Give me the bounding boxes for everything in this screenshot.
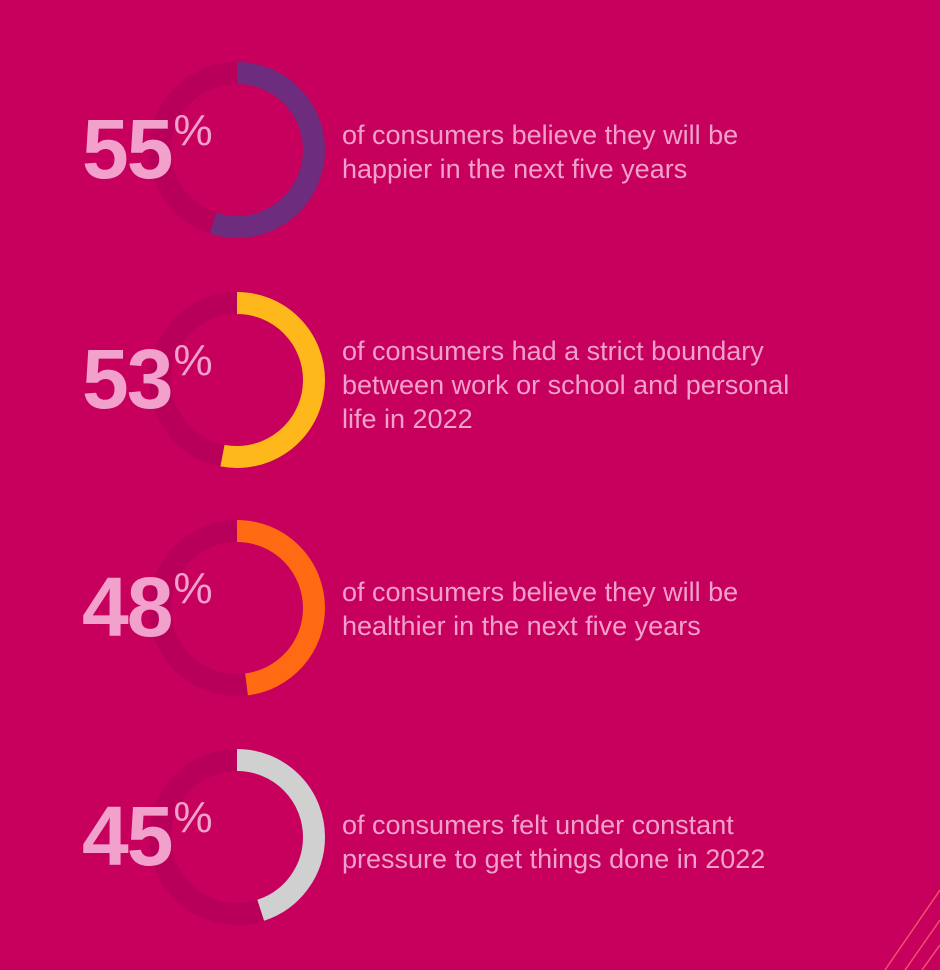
- stat-description: of consumers believe they will be healthi…: [342, 575, 738, 643]
- stat-item: 53%: [0, 285, 940, 475]
- stat-description: of consumers believe they will be happier…: [342, 118, 738, 186]
- donut-arc: [149, 62, 325, 238]
- percent-sign: %: [173, 564, 212, 613]
- percent-sign: %: [173, 336, 212, 385]
- stat-number: 48: [82, 560, 173, 654]
- donut-ring: [149, 749, 325, 925]
- description-line: of consumers believe they will be: [342, 120, 739, 150]
- description-line: between work or school and personal: [342, 370, 790, 400]
- donut-arc: [149, 292, 325, 468]
- donut-arc: [149, 520, 325, 696]
- stat-item: 55%: [0, 55, 940, 245]
- stat-number: 53: [82, 332, 173, 426]
- description-line: happier in the next five years: [342, 154, 688, 184]
- stat-value: 48%: [82, 564, 213, 649]
- stat-number: 45: [82, 789, 173, 883]
- description-line: healthier in the next five years: [342, 611, 701, 641]
- stat-number: 55: [82, 102, 173, 196]
- percent-sign: %: [173, 106, 212, 155]
- decorative-lines: [884, 889, 940, 970]
- donut-ring: [149, 62, 325, 238]
- description-line: of consumers felt under constant: [342, 810, 734, 840]
- stat-value: 53%: [82, 336, 213, 421]
- stat-value: 45%: [82, 793, 213, 878]
- description-line: of consumers had a strict boundary: [342, 336, 764, 366]
- donut-ring: [149, 292, 325, 468]
- donut-arc: [149, 749, 325, 925]
- stat-description: of consumers had a strict boundary betwee…: [342, 334, 789, 436]
- description-line: pressure to get things done in 2022: [342, 844, 766, 874]
- stat-value: 55%: [82, 106, 213, 191]
- stat-item: 48%: [0, 513, 940, 703]
- donut-ring: [149, 520, 325, 696]
- percent-sign: %: [173, 793, 212, 842]
- description-line: of consumers believe they will be: [342, 577, 739, 607]
- stat-item: 45%: [0, 742, 940, 932]
- stat-description: of consumers felt under constant pressure…: [342, 808, 765, 876]
- description-line: life in 2022: [342, 404, 473, 434]
